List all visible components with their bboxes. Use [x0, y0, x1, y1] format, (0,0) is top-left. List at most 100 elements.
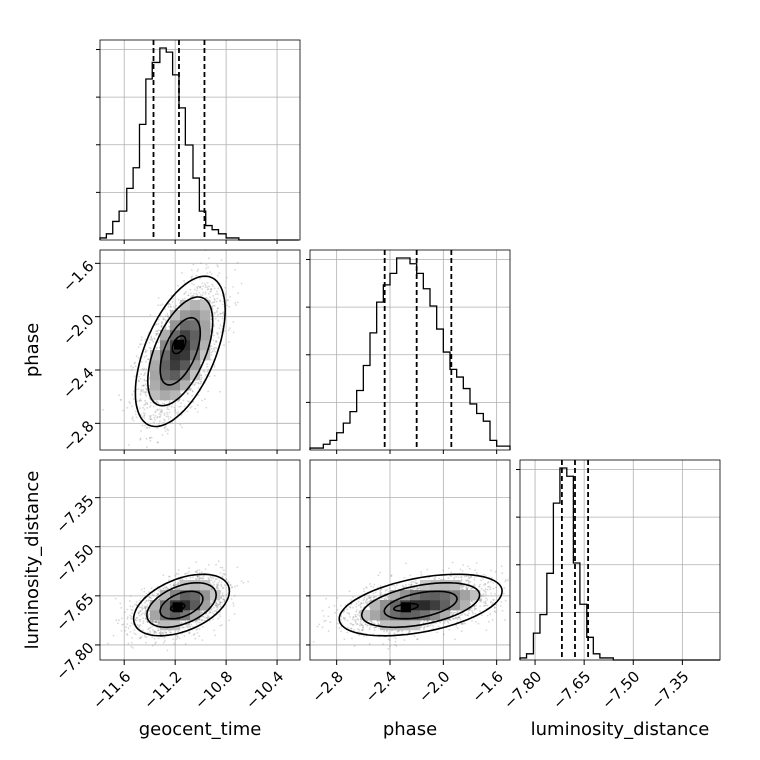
panel-frame: [99, 39, 301, 241]
scatter-point: [159, 632, 162, 635]
histogram-phase: [306, 249, 511, 451]
scatter-point: [197, 404, 199, 407]
scatter-point: [187, 623, 190, 626]
scatter-point: [163, 427, 166, 429]
scatter-point: [122, 409, 124, 412]
density-cell: [150, 390, 161, 401]
scatter-point: [172, 638, 174, 640]
scatter-point: [155, 620, 158, 623]
scatter-point: [168, 302, 170, 305]
scatter-point: [191, 394, 194, 397]
scatter-point: [181, 578, 184, 581]
scatter-point: [202, 575, 205, 578]
scatter-point: [206, 363, 209, 366]
scatter-point: [156, 400, 158, 403]
scatter-point: [142, 384, 145, 387]
scatter-point: [216, 333, 219, 336]
scatter-point: [139, 399, 141, 402]
scatter-point: [139, 437, 142, 440]
scatter-point: [197, 575, 200, 577]
scatter-point: [129, 402, 131, 405]
scatter-point: [155, 334, 158, 337]
density-cell: [170, 370, 181, 381]
scatter-point: [215, 563, 218, 566]
scatter-point: [120, 607, 123, 609]
scatter-point: [149, 347, 152, 350]
scatter-point: [153, 630, 156, 633]
scatter-point: [184, 573, 186, 575]
scatter-point: [226, 304, 229, 307]
density-cell: [170, 390, 181, 401]
scatter-point: [140, 343, 143, 346]
scatter-point: [219, 300, 222, 303]
scatter-point: [137, 356, 140, 359]
scatter-point: [234, 585, 236, 588]
scatter-point: [168, 579, 170, 582]
scatter-point: [150, 490, 152, 492]
scatter-point: [139, 392, 142, 395]
scatter-point: [157, 589, 160, 592]
scatter-point: [180, 414, 183, 416]
scatter-point: [163, 419, 166, 422]
scatter-point: [160, 325, 163, 328]
scatter-point: [127, 627, 130, 630]
scatter-point: [149, 440, 152, 442]
scatter-point: [204, 616, 207, 619]
scatter-point: [183, 293, 186, 296]
scatter-point: [198, 635, 201, 638]
scatter-point: [217, 604, 220, 606]
scatter-point: [207, 390, 210, 393]
density-cell: [170, 320, 181, 331]
scatter-point: [215, 293, 217, 295]
scatter-point: [147, 628, 150, 630]
scatter-point: [195, 578, 198, 581]
scatter-point: [217, 581, 220, 584]
scatter-point: [177, 400, 180, 403]
scatter-point: [214, 317, 217, 320]
scatter-point: [232, 331, 235, 334]
scatter-point: [173, 406, 176, 409]
scatter-point: [214, 578, 217, 581]
scatter-point: [162, 318, 165, 321]
scatter-point: [212, 577, 215, 580]
scatter-point: [234, 268, 237, 271]
scatter-point: [154, 418, 156, 421]
scatter-point: [168, 411, 171, 414]
scatter-point: [200, 577, 203, 580]
density-peak: [173, 339, 184, 350]
scatter-point: [142, 391, 145, 393]
scatter-point: [167, 415, 170, 418]
scatter-point: [223, 598, 225, 600]
scatter-point: [166, 432, 169, 435]
scatter-point: [195, 623, 198, 625]
scatter-point: [135, 416, 138, 419]
density-cell: [150, 370, 161, 381]
scatter-point: [164, 586, 167, 589]
scatter-point: [154, 630, 157, 633]
scatter-point: [131, 416, 134, 419]
scatter-point: [134, 633, 137, 636]
scatter-point: [159, 304, 162, 307]
scatter-point: [120, 630, 123, 632]
scatter-point: [130, 369, 133, 371]
scatter-point: [197, 285, 200, 288]
scatter-point: [188, 623, 191, 626]
scatter-point: [177, 630, 180, 633]
scatter-point: [154, 411, 157, 414]
scatter-point: [139, 637, 142, 640]
scatter-point: [156, 347, 159, 349]
scatter-point: [219, 615, 222, 618]
scatter-point: [208, 257, 210, 260]
scatter-point: [126, 617, 129, 620]
scatter-point: [183, 297, 186, 300]
scatter-point: [212, 618, 215, 621]
scatter-point: [157, 409, 159, 412]
scatter-point: [191, 389, 194, 392]
density-cell: [160, 390, 171, 401]
scatter-point: [213, 301, 216, 303]
scatter-point: [210, 609, 213, 611]
scatter-point: [220, 585, 223, 587]
scatter-point: [213, 334, 215, 337]
scatter-point: [193, 293, 195, 295]
scatter-point: [224, 573, 227, 576]
